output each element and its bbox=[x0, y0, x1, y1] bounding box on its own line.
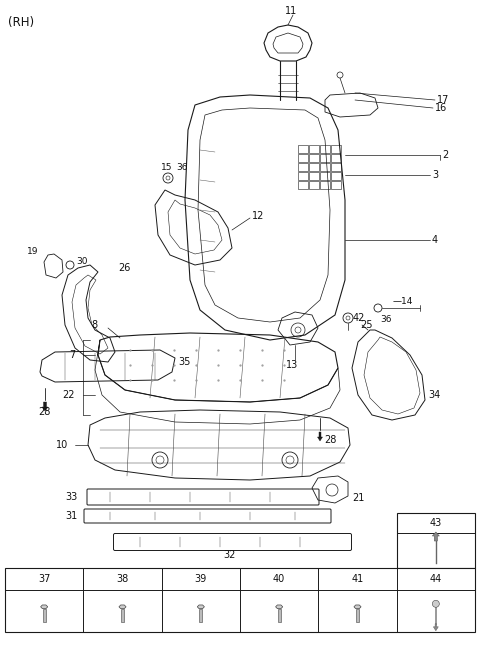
Text: 10: 10 bbox=[56, 440, 68, 450]
Bar bbox=[309, 154, 319, 162]
Text: 34: 34 bbox=[428, 390, 440, 400]
Text: 36: 36 bbox=[380, 316, 392, 324]
Text: 32: 32 bbox=[224, 550, 236, 560]
Text: 12: 12 bbox=[252, 211, 264, 221]
Text: 16: 16 bbox=[435, 103, 447, 113]
Bar bbox=[298, 172, 308, 180]
Text: 35: 35 bbox=[178, 357, 191, 367]
Bar bbox=[309, 181, 319, 189]
Bar bbox=[331, 172, 341, 180]
Bar bbox=[309, 145, 319, 153]
Bar bbox=[298, 163, 308, 171]
Bar bbox=[331, 181, 341, 189]
Bar bbox=[320, 154, 330, 162]
Bar bbox=[320, 172, 330, 180]
FancyArrow shape bbox=[42, 402, 48, 411]
Text: 36: 36 bbox=[176, 164, 188, 172]
Text: 3: 3 bbox=[432, 170, 438, 180]
Text: 33: 33 bbox=[66, 492, 78, 502]
Text: 31: 31 bbox=[66, 511, 78, 521]
Polygon shape bbox=[119, 605, 126, 608]
Text: 17: 17 bbox=[437, 95, 449, 105]
Text: 39: 39 bbox=[195, 574, 207, 584]
Text: 25: 25 bbox=[360, 320, 372, 330]
Polygon shape bbox=[354, 605, 361, 608]
Bar bbox=[309, 172, 319, 180]
Polygon shape bbox=[197, 605, 204, 608]
Bar bbox=[298, 154, 308, 162]
Text: 28: 28 bbox=[324, 435, 336, 445]
Bar bbox=[277, 608, 281, 622]
Text: 22: 22 bbox=[62, 390, 75, 400]
Bar bbox=[5, 568, 475, 632]
Text: 38: 38 bbox=[116, 574, 129, 584]
Bar bbox=[298, 145, 308, 153]
Text: (RH): (RH) bbox=[8, 16, 34, 29]
Text: 11: 11 bbox=[285, 6, 297, 16]
Text: 40: 40 bbox=[273, 574, 285, 584]
Bar bbox=[320, 145, 330, 153]
Text: 13: 13 bbox=[286, 360, 298, 370]
FancyArrow shape bbox=[317, 432, 323, 441]
Text: 43: 43 bbox=[430, 518, 442, 528]
Bar bbox=[298, 181, 308, 189]
Polygon shape bbox=[276, 605, 283, 608]
Bar bbox=[121, 608, 124, 622]
Bar bbox=[320, 181, 330, 189]
Text: 28: 28 bbox=[38, 407, 50, 417]
Text: 42: 42 bbox=[353, 313, 365, 323]
Text: 21: 21 bbox=[352, 493, 364, 503]
FancyArrow shape bbox=[433, 624, 438, 631]
Bar bbox=[320, 163, 330, 171]
Circle shape bbox=[432, 600, 439, 607]
Bar bbox=[199, 608, 203, 622]
Text: 15: 15 bbox=[161, 164, 172, 172]
Bar bbox=[396, 513, 475, 568]
Bar bbox=[331, 145, 341, 153]
Text: 41: 41 bbox=[351, 574, 364, 584]
Bar bbox=[331, 163, 341, 171]
Polygon shape bbox=[41, 605, 48, 608]
Bar bbox=[331, 154, 341, 162]
Text: 8: 8 bbox=[92, 320, 98, 330]
Text: 44: 44 bbox=[430, 574, 442, 584]
FancyArrow shape bbox=[432, 532, 439, 541]
Text: 26: 26 bbox=[118, 263, 131, 273]
Text: 37: 37 bbox=[38, 574, 50, 584]
Text: 30: 30 bbox=[76, 257, 87, 267]
Text: 7: 7 bbox=[69, 350, 75, 360]
Bar bbox=[356, 608, 359, 622]
Text: 2: 2 bbox=[442, 150, 448, 160]
Text: —14: —14 bbox=[393, 297, 413, 307]
Bar bbox=[309, 163, 319, 171]
Bar bbox=[43, 608, 46, 622]
Text: 4: 4 bbox=[432, 235, 438, 245]
Text: 19: 19 bbox=[26, 248, 38, 257]
